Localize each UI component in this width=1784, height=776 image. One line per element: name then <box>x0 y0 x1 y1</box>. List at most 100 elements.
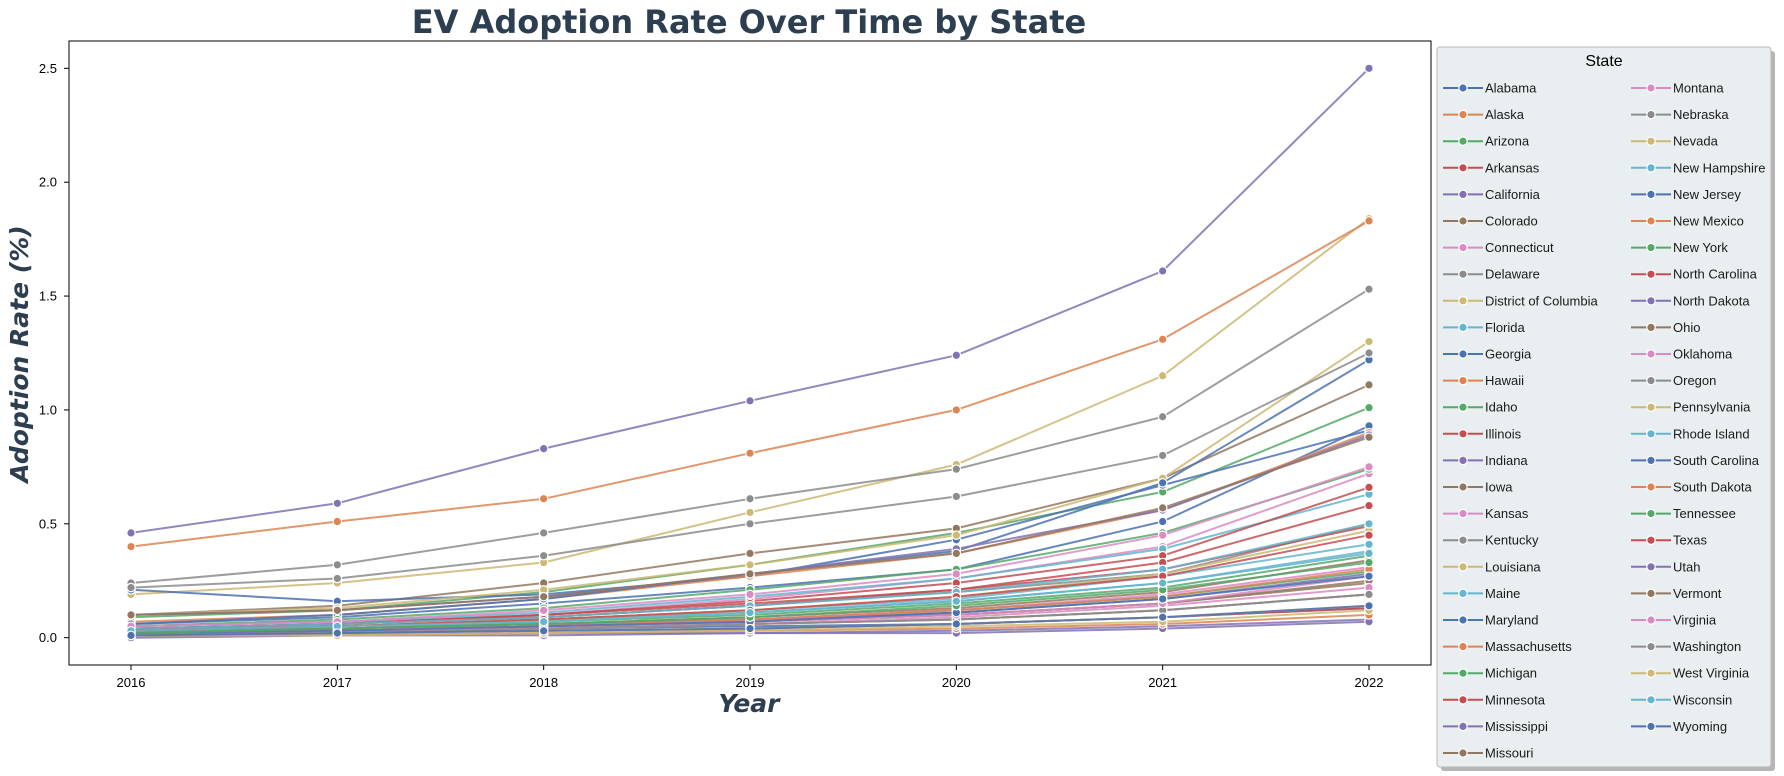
legend-entry: Hawaii <box>1443 373 1524 388</box>
data-point <box>1157 594 1168 604</box>
legend-swatch-marker <box>1646 508 1656 519</box>
legend-label: Missouri <box>1485 746 1534 761</box>
legend-swatch-marker <box>1646 136 1656 146</box>
legend-entry: North Carolina <box>1631 267 1758 282</box>
legend-label: Wisconsin <box>1673 692 1732 707</box>
legend-swatch-marker <box>1646 83 1656 93</box>
legend-box <box>1436 46 1772 768</box>
legend-label: Washington <box>1673 639 1741 654</box>
legend-swatch-marker <box>1458 109 1468 120</box>
data-point <box>745 396 755 406</box>
legend-swatch-marker <box>1458 455 1468 466</box>
legend-label: Idaho <box>1485 400 1518 415</box>
legend-swatch-marker <box>1646 216 1656 226</box>
y-tick-label: 1.0 <box>39 402 57 417</box>
data-point <box>332 559 343 570</box>
data-point <box>951 491 962 502</box>
legend-swatch-marker <box>1458 508 1468 519</box>
data-point <box>1157 478 1168 488</box>
legend-label: New Jersey <box>1673 187 1741 202</box>
data-point <box>1364 548 1374 559</box>
data-point <box>1364 216 1374 226</box>
legend-entry: Montana <box>1631 81 1724 96</box>
legend-label: New Hampshire <box>1673 160 1765 175</box>
data-point <box>1364 462 1374 472</box>
legend-entry: Pennsylvania <box>1631 400 1751 415</box>
legend-swatch-marker <box>1646 375 1656 386</box>
legend-label: Colorado <box>1485 214 1538 229</box>
legend-label: Vermont <box>1673 586 1722 601</box>
legend-swatch-marker <box>1646 349 1656 359</box>
legend-entry: Connecticut <box>1443 240 1554 255</box>
legend-label: Pennsylvania <box>1673 400 1751 415</box>
data-point <box>538 626 549 636</box>
legend-items: Alabama Alaska Arizona Arkansas California Co… <box>1443 81 1765 761</box>
legend-swatch-marker <box>1458 482 1468 492</box>
chart-title: EV Adoption Rate Over Time by State <box>412 3 1086 41</box>
x-tick-label: 2022 <box>1355 675 1384 690</box>
data-point <box>332 516 343 527</box>
series-california <box>126 63 1374 538</box>
legend-label: Oregon <box>1673 373 1716 388</box>
x-tick-label: 2018 <box>529 675 558 690</box>
data-point <box>538 493 549 504</box>
legend-entry: Missouri <box>1443 746 1534 761</box>
legend-swatch-marker <box>1646 694 1656 705</box>
legend-label: Massachusetts <box>1485 639 1572 654</box>
legend-entry: Maryland <box>1443 613 1538 628</box>
data-point <box>1364 402 1374 413</box>
legend-swatch-marker <box>1458 375 1468 386</box>
legend-label: Utah <box>1673 559 1700 574</box>
data-point <box>1364 557 1374 568</box>
data-point <box>951 464 962 474</box>
legend-entry: Oklahoma <box>1631 347 1733 362</box>
data-point <box>745 519 755 529</box>
data-point <box>538 605 549 616</box>
data-point <box>745 623 755 634</box>
y-tick-label: 2.0 <box>39 175 57 190</box>
data-point <box>1364 336 1374 347</box>
legend-swatch-marker <box>1458 163 1468 173</box>
data-point <box>951 569 962 579</box>
data-point <box>538 591 549 602</box>
legend-swatch-marker <box>1646 615 1656 625</box>
legend-entry: New Jersey <box>1631 187 1741 202</box>
legend-label: California <box>1485 187 1541 202</box>
legend-entry: Tennessee <box>1631 506 1736 521</box>
legend-swatch-marker <box>1458 83 1468 93</box>
legend-entry: Nebraska <box>1631 107 1729 122</box>
legend-entry: South Carolina <box>1631 453 1760 468</box>
legend-label: North Carolina <box>1673 267 1758 282</box>
legend-entry: New Mexico <box>1631 214 1744 229</box>
data-point <box>126 528 136 538</box>
legend-entry: New Hampshire <box>1631 160 1765 175</box>
x-tick-label: 2016 <box>117 675 146 690</box>
legend-entry: Louisiana <box>1443 559 1541 574</box>
legend-label: South Dakota <box>1673 480 1753 495</box>
legend-entry: Alabama <box>1443 81 1537 96</box>
legend-swatch-marker <box>1646 482 1656 492</box>
legend-entry: Maine <box>1443 586 1520 601</box>
legend-swatch-marker <box>1458 322 1468 333</box>
x-tick-label: 2019 <box>736 675 765 690</box>
legend-label: Tennessee <box>1673 506 1736 521</box>
y-tick-label: 2.5 <box>39 61 57 76</box>
legend-swatch-marker <box>1458 295 1468 306</box>
legend-label: Arizona <box>1485 134 1530 149</box>
legend-entry: Arizona <box>1443 134 1530 149</box>
legend-label: Florida <box>1485 320 1526 335</box>
data-point <box>538 616 549 627</box>
legend-title: State <box>1585 53 1622 70</box>
legend-entry: Washington <box>1631 639 1741 654</box>
data-point <box>332 628 343 638</box>
legend-label: Nebraska <box>1673 107 1729 122</box>
legend-swatch-marker <box>1646 322 1656 333</box>
data-point <box>745 589 755 600</box>
data-point <box>951 530 962 540</box>
data-point <box>1157 530 1168 540</box>
legend-swatch-marker <box>1646 561 1656 572</box>
legend-swatch-marker <box>1458 641 1468 652</box>
series-layer <box>126 63 1374 643</box>
legend-entry: Utah <box>1631 559 1700 574</box>
legend-entry: New York <box>1631 240 1728 255</box>
